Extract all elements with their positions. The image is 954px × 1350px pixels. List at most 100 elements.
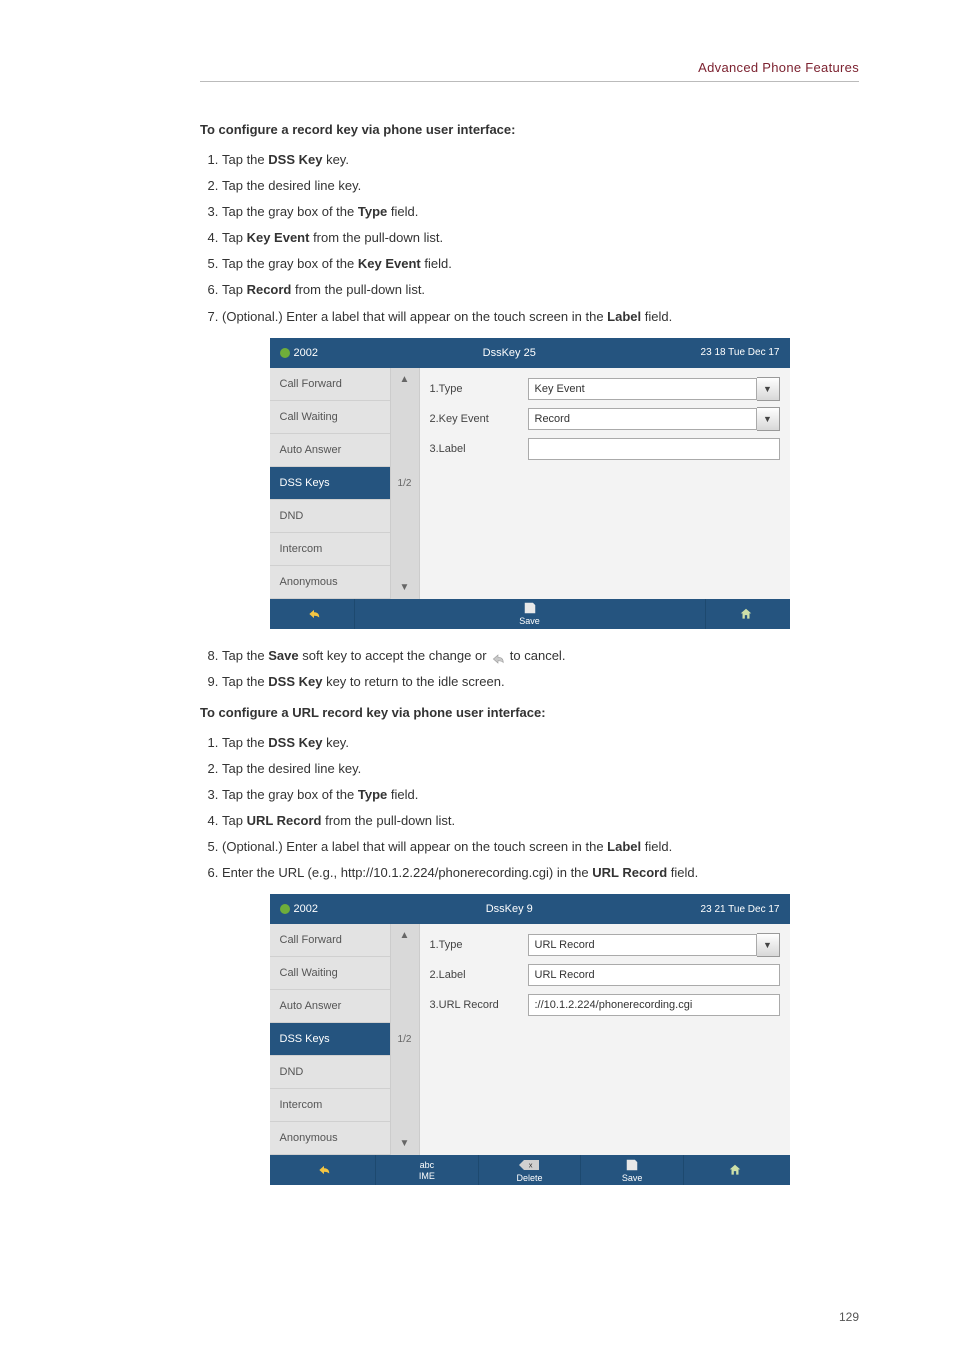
- svg-text:x: x: [529, 1160, 533, 1169]
- back-softkey[interactable]: [274, 599, 355, 629]
- label-field[interactable]: [528, 438, 780, 460]
- field-label: 2.Label: [430, 969, 520, 981]
- section1-title: To configure a record key via phone user…: [200, 122, 859, 137]
- sidebar-item[interactable]: Call Waiting: [270, 957, 390, 990]
- step-text: from the pull-down list.: [321, 813, 455, 828]
- step-text: key.: [322, 152, 349, 167]
- back-icon: [316, 1163, 332, 1177]
- step-text: Tap: [222, 230, 247, 245]
- sidebar-item[interactable]: Intercom: [270, 533, 390, 566]
- list-item: Tap Record from the pull-down list.: [222, 279, 859, 301]
- section2-title: To configure a URL record key via phone …: [200, 705, 859, 720]
- field-label: 1.Type: [430, 383, 520, 395]
- list-item: (Optional.) Enter a label that will appe…: [222, 836, 859, 858]
- sidebar-item[interactable]: Call Forward: [270, 368, 390, 401]
- step-text: Tap the gray box of the: [222, 204, 358, 219]
- step-bold: DSS Key: [268, 735, 322, 750]
- step-text: Tap the: [222, 152, 268, 167]
- type-field[interactable]: Key Event: [528, 378, 757, 400]
- scroll-down-icon[interactable]: ▼: [400, 582, 410, 593]
- step-text: (Optional.) Enter a label that will appe…: [222, 309, 607, 324]
- phone-sidebar: Call Forward Call Waiting Auto Answer DS…: [270, 368, 390, 599]
- keyevent-field[interactable]: Record: [528, 408, 757, 430]
- step-text: Tap the gray box of the: [222, 256, 358, 271]
- home-softkey[interactable]: [706, 599, 786, 629]
- home-softkey[interactable]: [684, 1155, 786, 1185]
- delete-softkey[interactable]: x Delete: [479, 1155, 582, 1185]
- sidebar-item[interactable]: Auto Answer: [270, 434, 390, 467]
- step-bold: URL Record: [592, 865, 667, 880]
- list-item: Tap Key Event from the pull-down list.: [222, 227, 859, 249]
- step-text: Tap the: [222, 648, 268, 663]
- label-field[interactable]: URL Record: [528, 964, 780, 986]
- screen-title: DssKey 9: [318, 903, 701, 915]
- sidebar-item[interactable]: Call Forward: [270, 924, 390, 957]
- step-text: Tap the gray box of the: [222, 787, 358, 802]
- list-item: Tap the desired line key.: [222, 758, 859, 780]
- list-item: Tap the gray box of the Key Event field.: [222, 253, 859, 275]
- sidebar-item-active[interactable]: DSS Keys: [270, 1023, 390, 1056]
- account-icon: [280, 348, 290, 358]
- running-header: Advanced Phone Features: [200, 60, 859, 82]
- list-item: Tap the gray box of the Type field.: [222, 784, 859, 806]
- step-bold: DSS Key: [268, 674, 322, 689]
- sidebar-item[interactable]: Call Waiting: [270, 401, 390, 434]
- sidebar-item[interactable]: Anonymous: [270, 566, 390, 599]
- home-icon: [738, 607, 754, 621]
- list-item: Tap the DSS Key key to return to the idl…: [222, 671, 859, 693]
- home-icon: [727, 1163, 743, 1177]
- step-bold: Save: [268, 648, 298, 663]
- sidebar-item[interactable]: DND: [270, 500, 390, 533]
- back-softkey[interactable]: [274, 1155, 377, 1185]
- sidebar-item[interactable]: Anonymous: [270, 1122, 390, 1155]
- clock: 23 18 Tue Dec 17: [701, 347, 780, 358]
- list-item: Tap the gray box of the Type field.: [222, 201, 859, 223]
- list-item: (Optional.) Enter a label that will appe…: [222, 306, 859, 328]
- type-field[interactable]: URL Record: [528, 934, 757, 956]
- list-item: Tap the DSS Key key.: [222, 732, 859, 754]
- scroll-up-icon[interactable]: ▲: [400, 374, 410, 385]
- step-text: field.: [387, 787, 418, 802]
- phone-softkeys: Save: [270, 599, 790, 629]
- sidebar-item-active[interactable]: DSS Keys: [270, 467, 390, 500]
- step-text: (Optional.) Enter a label that will appe…: [222, 839, 607, 854]
- ime-label: IME: [419, 1171, 435, 1181]
- scroll-column: ▲ 1/2 ▼: [390, 924, 420, 1155]
- save-label: Save: [519, 616, 540, 626]
- dropdown-icon[interactable]: ▼: [757, 933, 780, 957]
- step-bold: Label: [607, 839, 641, 854]
- step-bold: Label: [607, 309, 641, 324]
- dropdown-icon[interactable]: ▼: [757, 377, 780, 401]
- phone-form: 1.Type Key Event ▼ 2.Key Event Record ▼: [420, 368, 790, 599]
- sidebar-item[interactable]: DND: [270, 1056, 390, 1089]
- section1-steps: Tap the DSS Key key. Tap the desired lin…: [200, 149, 859, 328]
- save-softkey[interactable]: Save: [581, 1155, 684, 1185]
- delete-icon: x: [519, 1158, 539, 1172]
- ime-softkey[interactable]: abc IME: [376, 1155, 479, 1185]
- list-item: Enter the URL (e.g., http://10.1.2.224/p…: [222, 862, 859, 884]
- step-text: key to return to the idle screen.: [322, 674, 504, 689]
- scroll-down-icon[interactable]: ▼: [400, 1138, 410, 1149]
- phone-topbar: 2002 DssKey 9 23 21 Tue Dec 17: [270, 894, 790, 924]
- ime-top-label: abc: [420, 1160, 435, 1170]
- account-number: 2002: [294, 347, 318, 359]
- sidebar-item[interactable]: Auto Answer: [270, 990, 390, 1023]
- step-text: key.: [322, 735, 349, 750]
- scroll-column: ▲ 1/2 ▼: [390, 368, 420, 599]
- scroll-up-icon[interactable]: ▲: [400, 930, 410, 941]
- back-icon: [306, 607, 322, 621]
- list-item: Tap URL Record from the pull-down list.: [222, 810, 859, 832]
- step-bold: Type: [358, 787, 387, 802]
- step-text: field.: [641, 309, 672, 324]
- sidebar-item[interactable]: Intercom: [270, 1089, 390, 1122]
- account-number: 2002: [294, 903, 318, 915]
- phone-topbar: 2002 DssKey 25 23 18 Tue Dec 17: [270, 338, 790, 368]
- step-text: Tap: [222, 282, 247, 297]
- field-label: 1.Type: [430, 939, 520, 951]
- save-softkey[interactable]: Save: [355, 599, 706, 629]
- list-item: Tap the desired line key.: [222, 175, 859, 197]
- url-record-field[interactable]: ://10.1.2.224/phonerecording.cgi: [528, 994, 780, 1016]
- step-text: Tap the: [222, 735, 268, 750]
- dropdown-icon[interactable]: ▼: [757, 407, 780, 431]
- form-row: 2.Label URL Record: [430, 960, 780, 990]
